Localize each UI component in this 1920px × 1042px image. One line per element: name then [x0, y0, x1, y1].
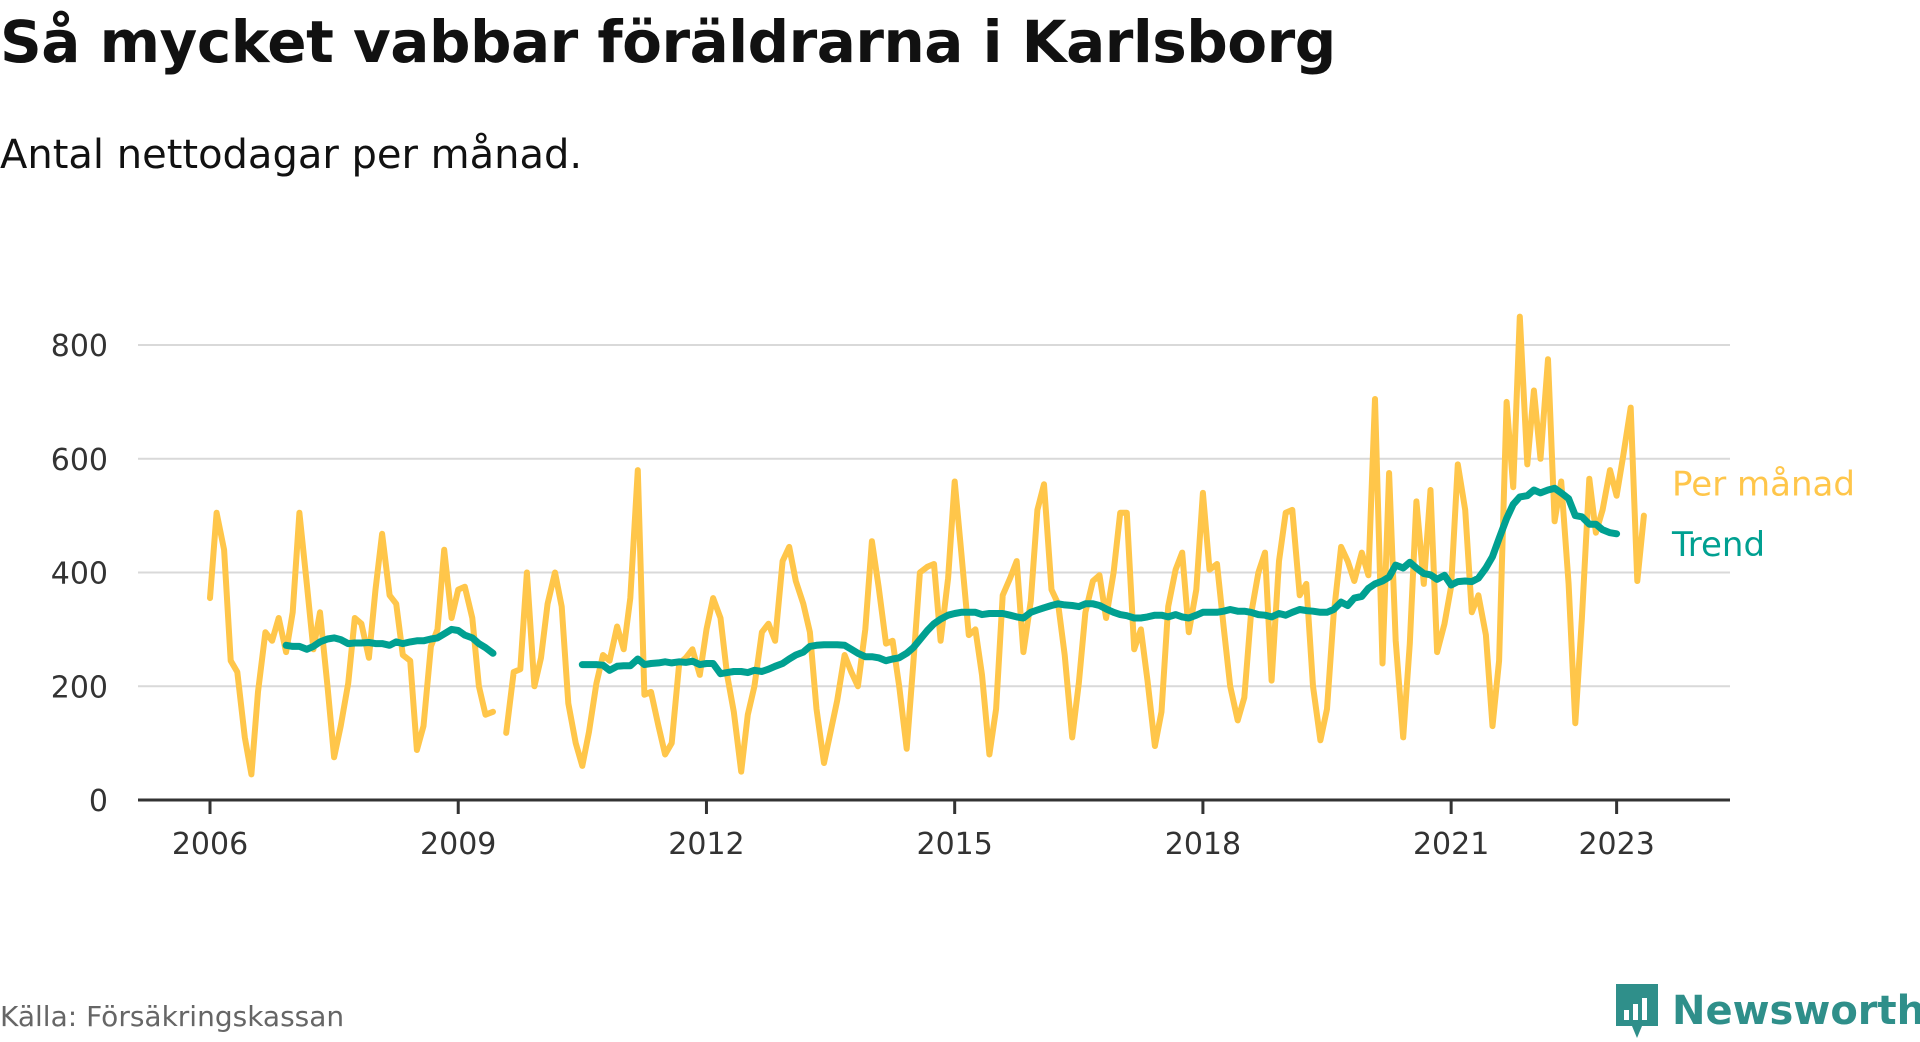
x-tick-label-2009: 2009 — [420, 827, 496, 862]
x-tick-label-2018: 2018 — [1165, 827, 1241, 862]
y-tick-label-200: 200 — [51, 670, 108, 705]
y-tick-label-800: 800 — [51, 329, 108, 364]
series-line-per-m-nad-segment-0 — [207, 509, 496, 778]
grid-lines — [138, 344, 1730, 688]
x-tick-label-2015: 2015 — [917, 827, 993, 862]
legend-label-trend: Trend — [1671, 525, 1765, 565]
y-tick-label-600: 600 — [51, 443, 108, 478]
x-tick-label-2006: 2006 — [172, 827, 248, 862]
x-axis-tick-labels: 2006 2009 2012 2015 2018 2021 2023 — [172, 800, 1655, 862]
series-lines — [207, 313, 1647, 778]
series-line-per-m-nad-segment-1 — [503, 313, 1647, 775]
series-trend — [282, 484, 1621, 678]
series-line-trend-segment-0 — [282, 625, 497, 657]
y-tick-label-0: 0 — [89, 784, 108, 819]
brand-logo: Newsworthy — [1612, 980, 1920, 1042]
series-line-trend-segment-1 — [578, 484, 1621, 678]
legend-label-per-m-nad: Per månad — [1672, 465, 1855, 505]
chart-title: Så mycket vabbar föräldrarna i Karlsborg — [0, 8, 1336, 76]
x-tick-label-2023: 2023 — [1578, 827, 1654, 862]
brand-name: Newsworthy — [1672, 988, 1920, 1034]
x-tick-label-2021: 2021 — [1413, 827, 1489, 862]
legend: Per månad Trend — [1671, 465, 1855, 565]
series-per-m-nad — [207, 313, 1647, 778]
y-axis-tick-labels: 0 200 400 600 800 — [51, 329, 108, 819]
chart-subtitle: Antal nettodagar per månad. — [0, 132, 583, 178]
y-tick-label-400: 400 — [51, 557, 108, 592]
source-note: Källa: Försäkringskassan — [0, 1000, 345, 1033]
x-tick-label-2012: 2012 — [668, 827, 744, 862]
newsworthy-logo-icon — [1616, 984, 1658, 1038]
